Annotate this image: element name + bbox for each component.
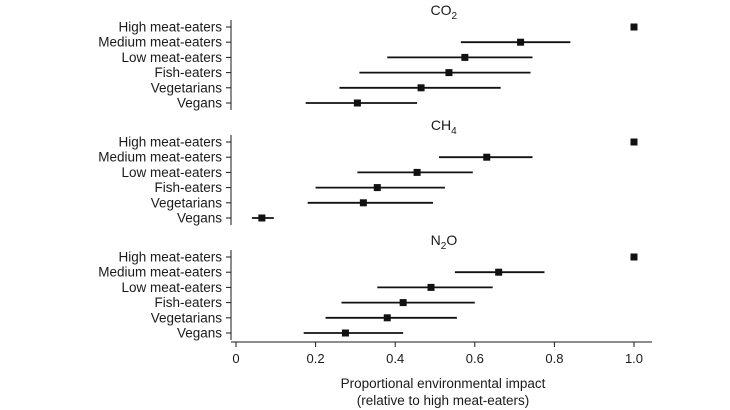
x-tick-label: 1.0 xyxy=(625,351,643,366)
data-point xyxy=(417,84,425,92)
panel-title-main: CO xyxy=(431,2,452,18)
data-point xyxy=(461,53,469,61)
category-label: High meat-eaters xyxy=(118,250,222,265)
x-tick-label: 0.8 xyxy=(545,351,563,366)
data-point xyxy=(399,299,407,307)
category-label: Vegetarians xyxy=(151,195,223,210)
data-point xyxy=(445,69,453,77)
x-axis: 0 0.2 0.4 0.6 0.8 1.0 xyxy=(231,341,652,366)
category-label: Vegetarians xyxy=(151,310,223,325)
panel-title-subscript: 2 xyxy=(452,11,458,22)
category-label: Medium meat-eaters xyxy=(98,35,222,50)
data-point xyxy=(258,214,266,222)
panel-title-main: N xyxy=(431,232,441,248)
panel-title-main: CH xyxy=(431,117,451,133)
x-tick-label: 0.2 xyxy=(307,351,325,366)
data-point xyxy=(359,199,367,207)
data-point xyxy=(383,314,391,322)
x-axis-label-line1: Proportional environmental impact xyxy=(341,376,546,391)
data-point xyxy=(630,138,638,146)
panel-title-subscript: 4 xyxy=(451,126,457,137)
category-label: Vegans xyxy=(177,326,222,341)
panel-title: CO2 xyxy=(431,2,458,22)
data-point xyxy=(427,283,435,291)
category-label: Low meat-eaters xyxy=(121,280,222,295)
panel-title-subscript: 2 xyxy=(441,241,447,252)
data-point xyxy=(517,38,525,46)
x-axis-label-line2: (relative to high meat-eaters) xyxy=(357,393,530,408)
data-point xyxy=(341,329,349,337)
x-tick-label: 0.6 xyxy=(466,351,484,366)
data-point xyxy=(495,268,503,276)
category-label: Vegans xyxy=(177,211,222,226)
data-point xyxy=(483,153,491,161)
data-point xyxy=(373,184,381,192)
category-label: Fish-eaters xyxy=(154,65,222,80)
data-point xyxy=(353,99,361,107)
data-point xyxy=(413,168,421,176)
data-point xyxy=(630,253,638,261)
panel-title: N2O xyxy=(431,232,458,252)
category-label: Medium meat-eaters xyxy=(98,150,222,165)
panel-title-tail: O xyxy=(446,232,457,248)
x-tick-label: 0 xyxy=(232,351,239,366)
category-label: Fish-eaters xyxy=(154,295,222,310)
panel-title: CH4 xyxy=(431,117,457,137)
category-label: Fish-eaters xyxy=(154,180,222,195)
category-label: Vegetarians xyxy=(151,80,223,95)
category-label: Vegans xyxy=(177,96,222,111)
category-label: High meat-eaters xyxy=(118,135,222,150)
category-label: High meat-eaters xyxy=(118,20,222,35)
category-label: Medium meat-eaters xyxy=(98,265,222,280)
x-tick-label: 0.4 xyxy=(386,351,404,366)
data-point xyxy=(630,23,638,31)
category-label: Low meat-eaters xyxy=(121,165,222,180)
category-label: Low meat-eaters xyxy=(121,50,222,65)
